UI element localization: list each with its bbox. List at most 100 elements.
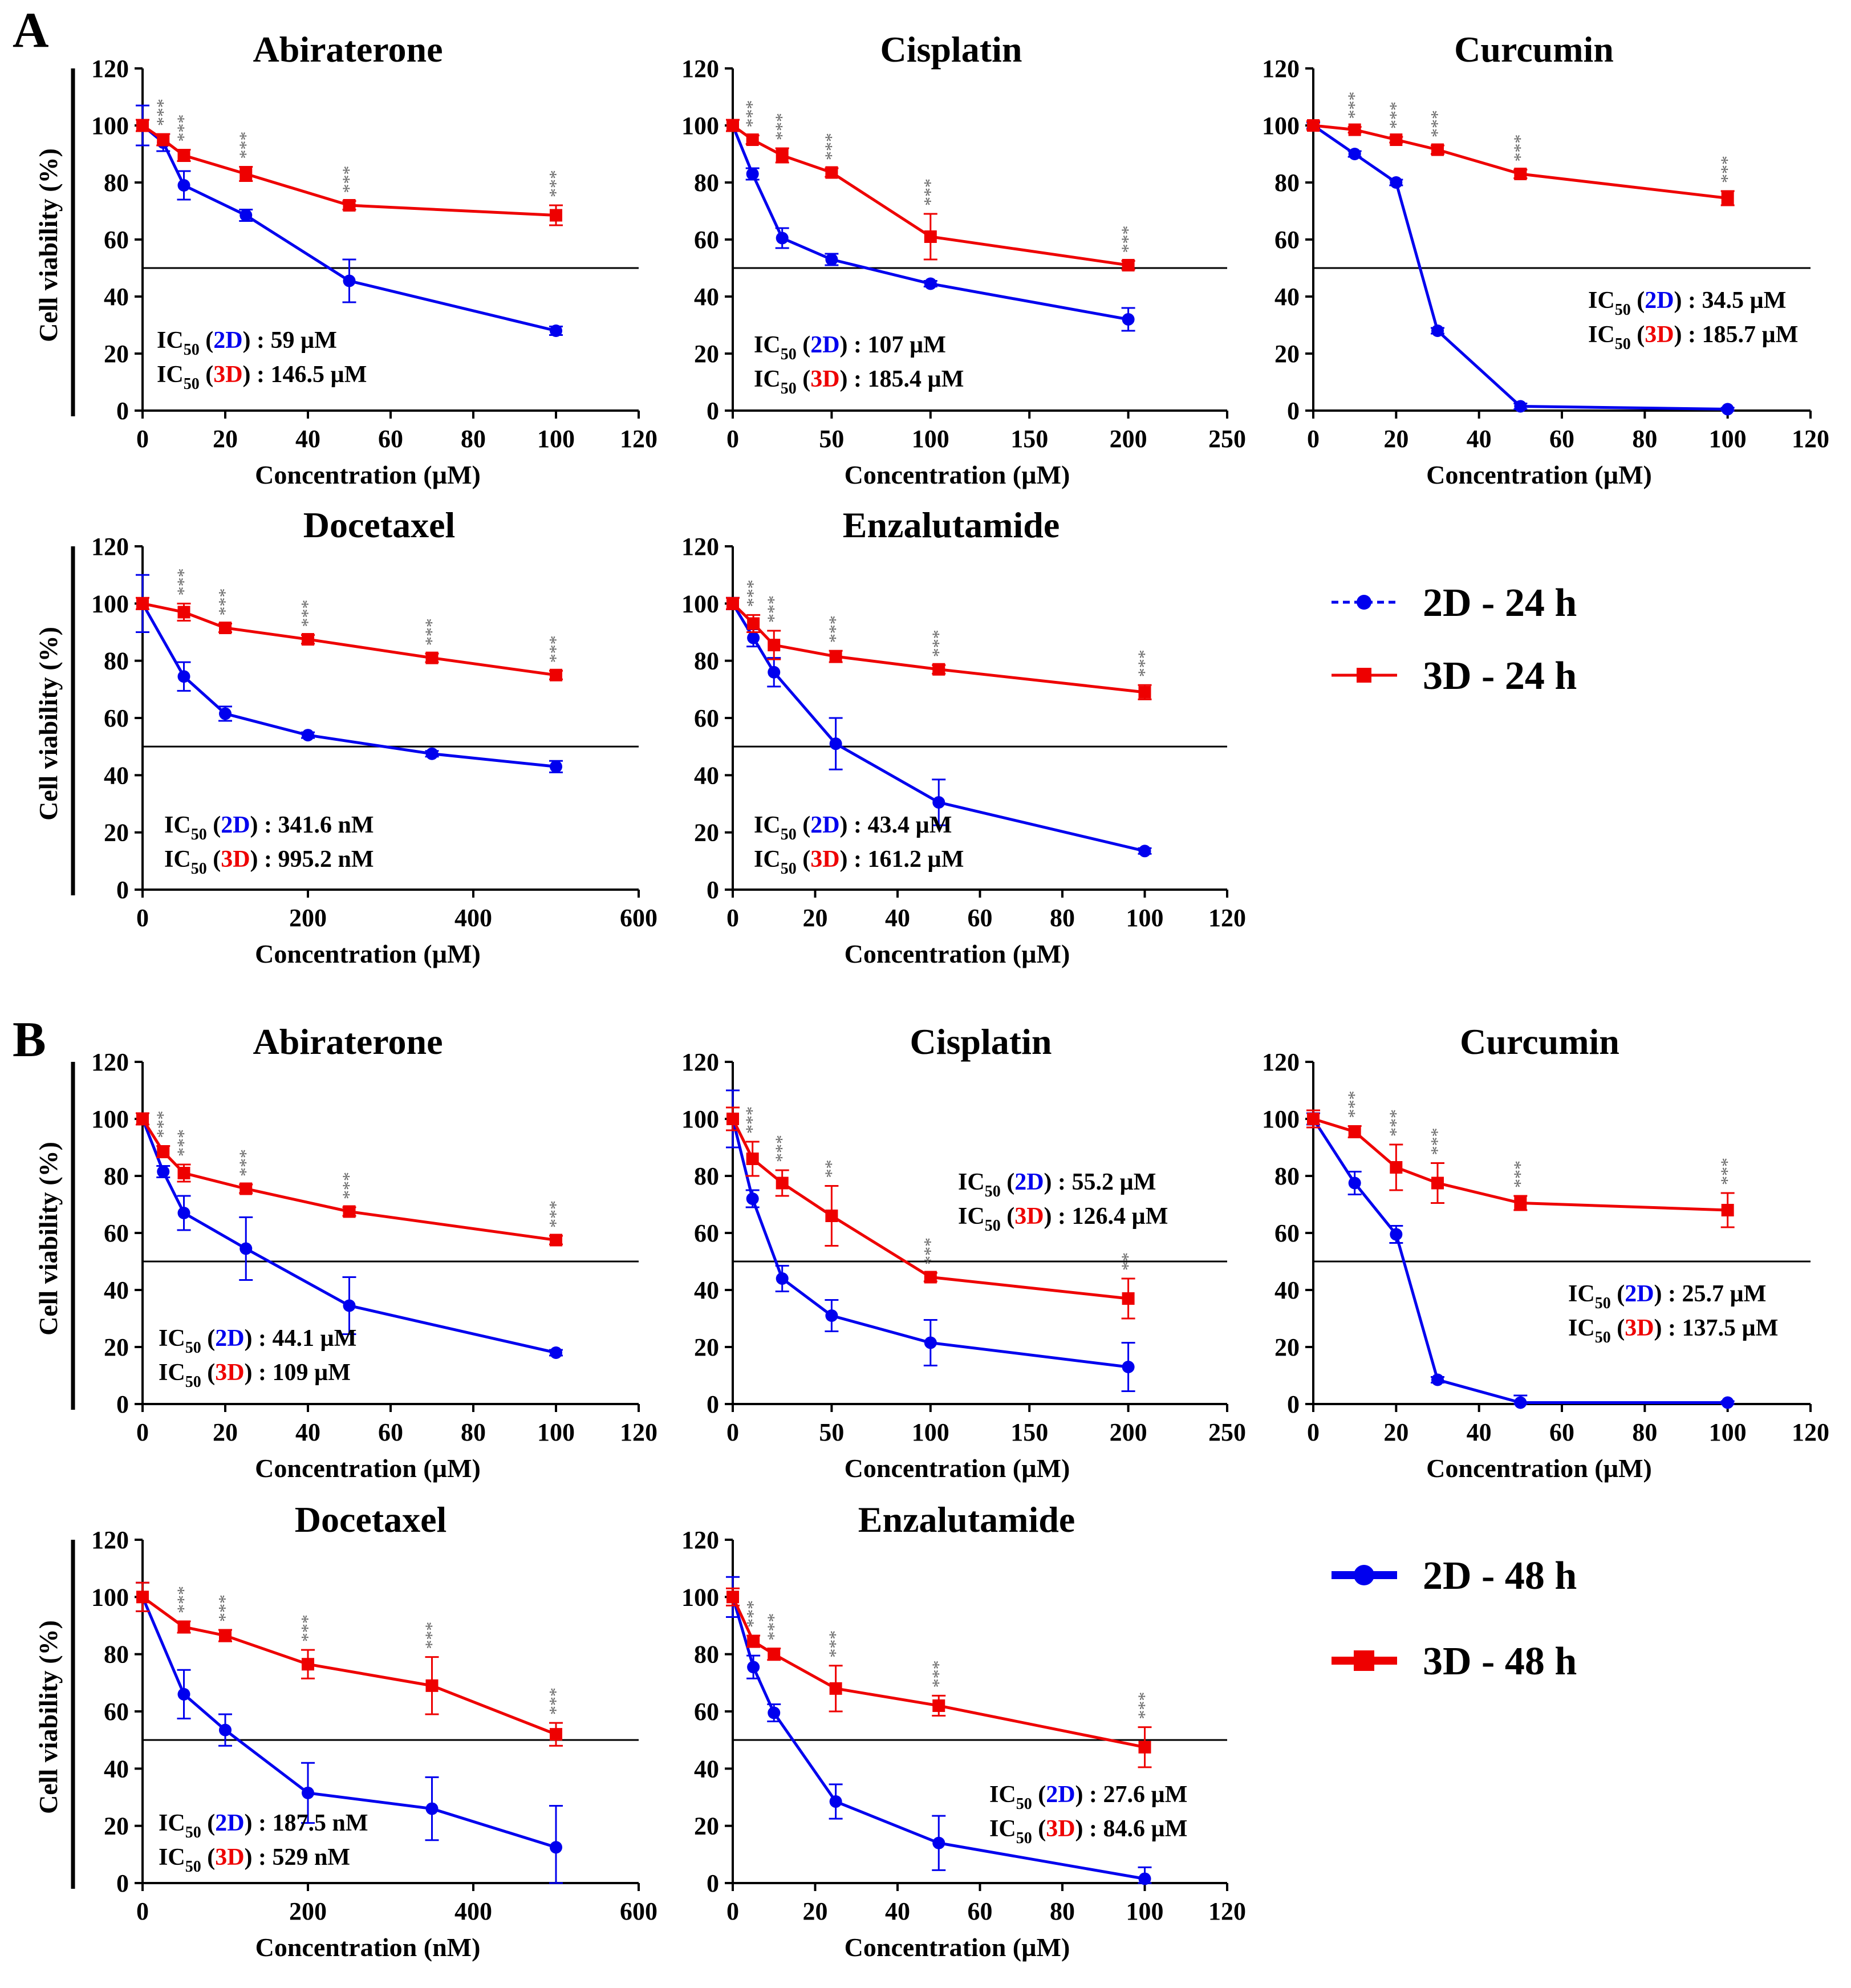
plot-title: Curcumin — [1454, 29, 1614, 70]
ic50-prefix: IC — [989, 1816, 1016, 1842]
x-tick-label: 200 — [289, 904, 327, 932]
y-tick-label: 120 — [681, 1048, 719, 1076]
ic50-model-tag: 2D — [1625, 1281, 1654, 1307]
ic50-model-tag: 3D — [215, 1844, 244, 1871]
ic50-prefix: IC — [1568, 1281, 1595, 1307]
data-point-3d — [1390, 133, 1403, 146]
ic50-line-3d: IC50 (3D) : 185.4 µM — [754, 366, 964, 397]
y-tick-label: 60 — [694, 1219, 719, 1247]
plot-10: Enzalutamide 0 20 40 60 80 100 120 0 20 40 60 80 100 1… — [681, 1499, 1246, 1962]
x-tick-label: 80 — [461, 1418, 486, 1446]
significance-mark: *** — [545, 635, 566, 663]
significance-mark: *** — [339, 1172, 359, 1199]
x-tick-label: 20 — [213, 425, 238, 453]
y-tick-label: 40 — [694, 761, 719, 789]
x-tick-label: 100 — [912, 1418, 949, 1446]
ic50-prefix: IC — [157, 327, 184, 354]
y-tick-label: 60 — [1274, 226, 1300, 254]
plot-title: Enzalutamide — [858, 1499, 1075, 1540]
data-point-2d — [1514, 1396, 1527, 1409]
y-tick-label: 20 — [1274, 340, 1300, 368]
data-point-3d — [1307, 1113, 1320, 1125]
x-tick-label: 60 — [968, 1897, 993, 1925]
plots: Abiraterone 0 20 40 60 80 100 120 0 20 40 60 80 100 12… — [34, 29, 1829, 1962]
plot-7: Cisplatin 0 20 40 60 80 100 120 0 50 100 150 200 250 C… — [681, 1021, 1246, 1483]
ic50-value: : 161.2 µM — [848, 846, 964, 873]
data-point-3d — [747, 1635, 760, 1648]
legends: 2D - 24 h 3D - 24 h 2D - 48 h 3D - 48 h — [1332, 581, 1577, 1683]
x-tick-label: 100 — [537, 425, 575, 453]
y-tick-label: 120 — [1262, 1048, 1300, 1076]
significance-mark: *** — [214, 588, 235, 615]
data-point-3d — [240, 1182, 253, 1195]
ic50-line-3d: IC50 (3D) : 185.7 µM — [1588, 322, 1798, 353]
plot-title: Cisplatin — [910, 1021, 1052, 1062]
series-2d — [1306, 1112, 1735, 1409]
y-tick-label: 120 — [1262, 55, 1300, 83]
data-point-2d — [177, 179, 190, 192]
y-tick-label: 60 — [694, 704, 719, 732]
significance-mark: *** — [928, 630, 948, 657]
ic50-model-tag: 2D — [1014, 1169, 1044, 1195]
significance-mark: *** — [825, 615, 846, 643]
x-tick-label: 120 — [1208, 1897, 1246, 1925]
y-tick-label: 120 — [681, 55, 719, 83]
data-point-3d — [768, 1648, 781, 1661]
data-point-3d — [726, 1591, 739, 1604]
ic50-close: ) — [250, 812, 258, 838]
significance-mark: *** — [297, 1614, 318, 1642]
series-3d — [136, 1581, 563, 1747]
data-point-2d — [219, 707, 232, 720]
data-point-2d — [932, 796, 945, 809]
plot-title: Docetaxel — [303, 505, 456, 545]
y-tick-label: 40 — [694, 283, 719, 311]
ic50-open: ( — [797, 332, 811, 358]
data-point-3d — [932, 663, 945, 676]
x-tick-label: 120 — [620, 425, 657, 453]
ic50-line-2d: IC50 (2D) : 55.2 µM — [958, 1169, 1156, 1200]
data-point-3d — [1348, 123, 1361, 136]
x-tick-label: 150 — [1010, 1418, 1048, 1446]
data-point-3d — [1348, 1125, 1361, 1138]
data-point-2d — [746, 1192, 759, 1205]
x-axis-label: Concentration (µM) — [845, 939, 1070, 968]
data-point-2d — [550, 324, 562, 337]
ic50-model-tag: 2D — [213, 327, 242, 354]
ic50-prefix: IC — [1588, 322, 1615, 348]
series-line-3d — [731, 1118, 1129, 1300]
data-point-3d — [177, 1167, 190, 1179]
x-tick-label: 120 — [1208, 904, 1246, 932]
data-point-2d — [550, 1346, 562, 1359]
data-point-3d — [550, 1234, 562, 1247]
y-tick-label: 60 — [104, 704, 129, 732]
data-point-2d — [932, 1836, 945, 1849]
series-3d — [726, 597, 1152, 700]
ic50-open: ( — [201, 1325, 216, 1352]
ic50-line-3d: IC50 (3D) : 146.5 µM — [157, 362, 367, 393]
ic50-close: ) — [840, 366, 848, 392]
x-axis-label: Concentration (µM) — [845, 460, 1070, 489]
plot-5: Enzalutamide 0 20 40 60 80 100 120 0 20 40 60 80 100 1… — [681, 505, 1246, 968]
x-tick-label: 40 — [885, 1897, 910, 1925]
ic50-subscript: 50 — [1016, 1795, 1032, 1813]
y-tick-label: 40 — [104, 1276, 129, 1304]
legend-2: 2D - 48 h 3D - 48 h — [1332, 1554, 1577, 1683]
significance-mark: *** — [545, 1687, 566, 1715]
y-tick-label: 40 — [694, 1276, 719, 1304]
y-tick-label: 100 — [91, 1583, 129, 1611]
series-3d — [726, 1106, 1135, 1320]
series-line-3d — [142, 602, 557, 677]
ic50-model-tag: 3D — [1625, 1315, 1654, 1341]
ic50-open: ( — [1001, 1169, 1015, 1195]
ic50-open: ( — [1001, 1203, 1015, 1230]
ic50-close: ) — [245, 1810, 253, 1836]
x-tick-label: 100 — [912, 425, 949, 453]
data-point-3d — [1721, 192, 1734, 205]
x-tick-label: 20 — [1383, 425, 1408, 453]
data-point-3d — [829, 650, 842, 663]
series-line-2d — [141, 1118, 557, 1354]
series-line-2d — [731, 1118, 1129, 1369]
